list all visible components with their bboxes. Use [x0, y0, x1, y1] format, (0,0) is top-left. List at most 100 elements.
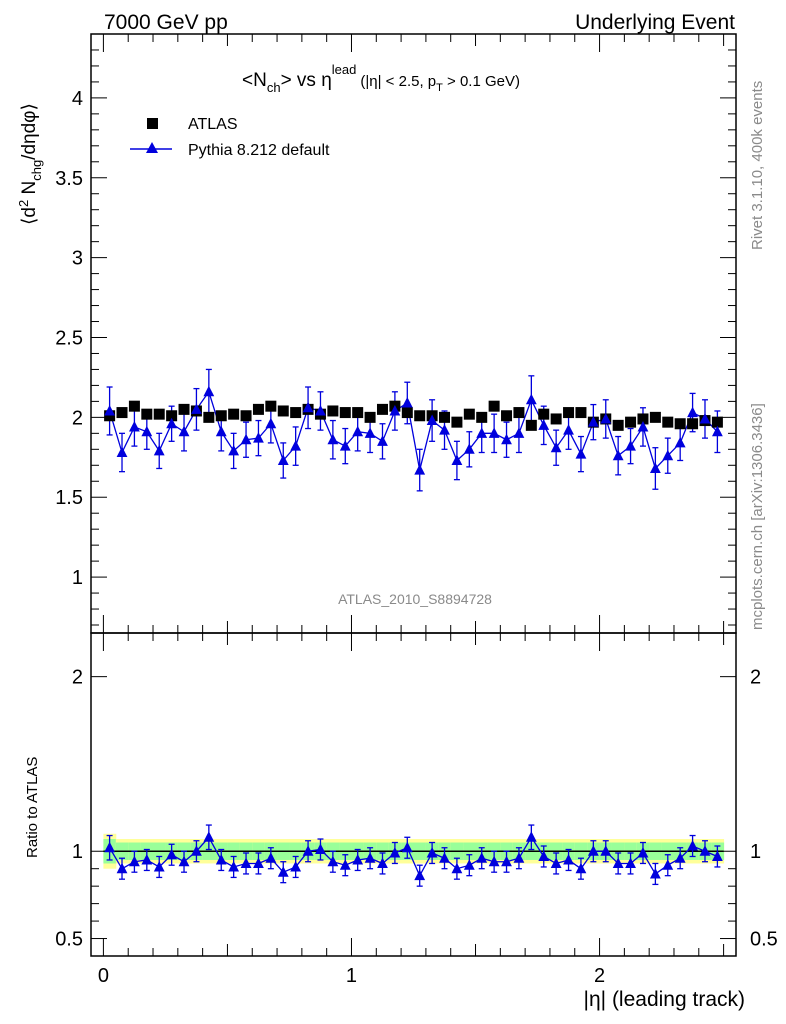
- ratio-point: [277, 866, 289, 877]
- pythia-point: [687, 406, 698, 418]
- ratio-point: [290, 860, 302, 872]
- atlas-point: [637, 413, 649, 425]
- pythia-point: [203, 385, 215, 397]
- ylabel-sup: 2: [16, 200, 31, 207]
- ratio-point: [104, 841, 116, 853]
- legend-pythia-marker: [146, 142, 158, 153]
- ylabel-a: ⟨d: [19, 207, 40, 225]
- pythia-point: [178, 425, 190, 437]
- atlas-point: [488, 400, 500, 412]
- ratio-point: [191, 845, 202, 856]
- atlas-point: [153, 408, 165, 420]
- ratio-y-tick-label-right: 0.5: [750, 929, 778, 951]
- rivet-label: Rivet 3.1.10, 400k events: [749, 81, 766, 250]
- ratio-point: [141, 853, 153, 865]
- ratio-y-tick-label-right: 1: [750, 841, 761, 863]
- top-y-axis-label: ⟨d2 Nchg/dηdφ⟩: [16, 103, 44, 225]
- header-left: 7000 GeV pp: [104, 11, 228, 34]
- pythia-point: [290, 440, 302, 451]
- pythia-point: [538, 419, 550, 430]
- atlas-point: [290, 407, 302, 419]
- ratio-y-tick-label: 0.5: [55, 929, 83, 951]
- pythia-point: [327, 433, 339, 445]
- atlas-point: [339, 407, 351, 419]
- atlas-point: [128, 400, 140, 412]
- pythia-point: [488, 427, 500, 438]
- atlas-point: [352, 407, 364, 419]
- atlas-point: [476, 411, 488, 423]
- pythia-point: [315, 404, 326, 416]
- pythia-point: [550, 441, 562, 453]
- title-main-sub: ch: [267, 80, 281, 95]
- atlas-point: [203, 411, 215, 423]
- ratio-point: [401, 841, 413, 853]
- main-y-tick-label: 3: [72, 248, 83, 270]
- legend-pythia-label: Pythia 8.212 default: [188, 142, 330, 159]
- pythia-point: [153, 444, 165, 456]
- ratio-point: [550, 857, 562, 868]
- main-y-tick-label: 2.5: [55, 327, 83, 349]
- atlas-point: [401, 407, 413, 419]
- ratio-point: [600, 845, 612, 856]
- pythia-point: [253, 432, 264, 443]
- ratio-panel-frame: [90, 632, 737, 957]
- ratio-point: [612, 857, 624, 868]
- pythia-point: [662, 449, 674, 461]
- title-cut-sub: T: [436, 82, 443, 94]
- x-tick-label: 0: [98, 965, 109, 987]
- pythia-point: [352, 425, 364, 437]
- pythia-line: [108, 390, 718, 471]
- x-tick-label: 1: [346, 965, 357, 987]
- atlas-point: [625, 416, 637, 428]
- legend-atlas-label: ATLAS: [188, 116, 238, 133]
- ratio-point: [587, 845, 599, 856]
- ratio-point: [625, 857, 636, 868]
- atlas-point: [451, 416, 463, 428]
- atlas-point: [439, 411, 451, 423]
- title-main-mid: > vs η: [281, 70, 332, 91]
- pythia-point: [625, 440, 636, 451]
- pythia-point: [104, 404, 116, 416]
- title-main: <N: [242, 70, 267, 91]
- pythia-point: [377, 435, 388, 446]
- main-y-tick-label: 1: [72, 567, 83, 589]
- ratio-point: [451, 862, 463, 874]
- atlas-point: [662, 416, 674, 428]
- pythia-point: [265, 417, 277, 429]
- pythia-point: [277, 454, 289, 465]
- ratio-point: [166, 848, 178, 860]
- pythia-point: [364, 427, 376, 438]
- pythia-point: [228, 444, 240, 456]
- atlas-point: [674, 418, 686, 430]
- ratio-point: [662, 859, 674, 870]
- atlas-point: [277, 405, 289, 417]
- pythia-point: [339, 440, 351, 451]
- ratio-point: [476, 852, 488, 863]
- ratio-point: [439, 852, 450, 863]
- ratio-point: [649, 867, 661, 879]
- atlas-point: [104, 410, 116, 422]
- ratio-point: [339, 859, 351, 870]
- atlas-point: [612, 419, 624, 431]
- pythia-point: [463, 443, 475, 454]
- ratio-point: [525, 831, 537, 842]
- atlas-point: [376, 403, 388, 415]
- header-right: Underlying Event: [575, 11, 735, 34]
- ratio-point: [327, 855, 339, 867]
- atlas-point: [178, 403, 190, 415]
- legend-atlas-marker: [147, 118, 158, 129]
- ratio-point: [538, 850, 550, 861]
- pythia-point: [649, 462, 661, 473]
- atlas-point: [116, 407, 128, 419]
- atlas-point: [501, 410, 513, 422]
- ratio-point: [240, 857, 252, 868]
- atlas-point: [513, 407, 525, 419]
- pythia-point: [501, 433, 512, 445]
- ratio-point: [364, 852, 376, 863]
- title-cut-b: > 0.1 GeV): [443, 73, 520, 90]
- atlas-point: [550, 413, 562, 425]
- pythia-point: [451, 454, 463, 465]
- pythia-point: [439, 424, 450, 435]
- pythia-point: [141, 425, 153, 437]
- ylabel-b: N: [19, 181, 40, 200]
